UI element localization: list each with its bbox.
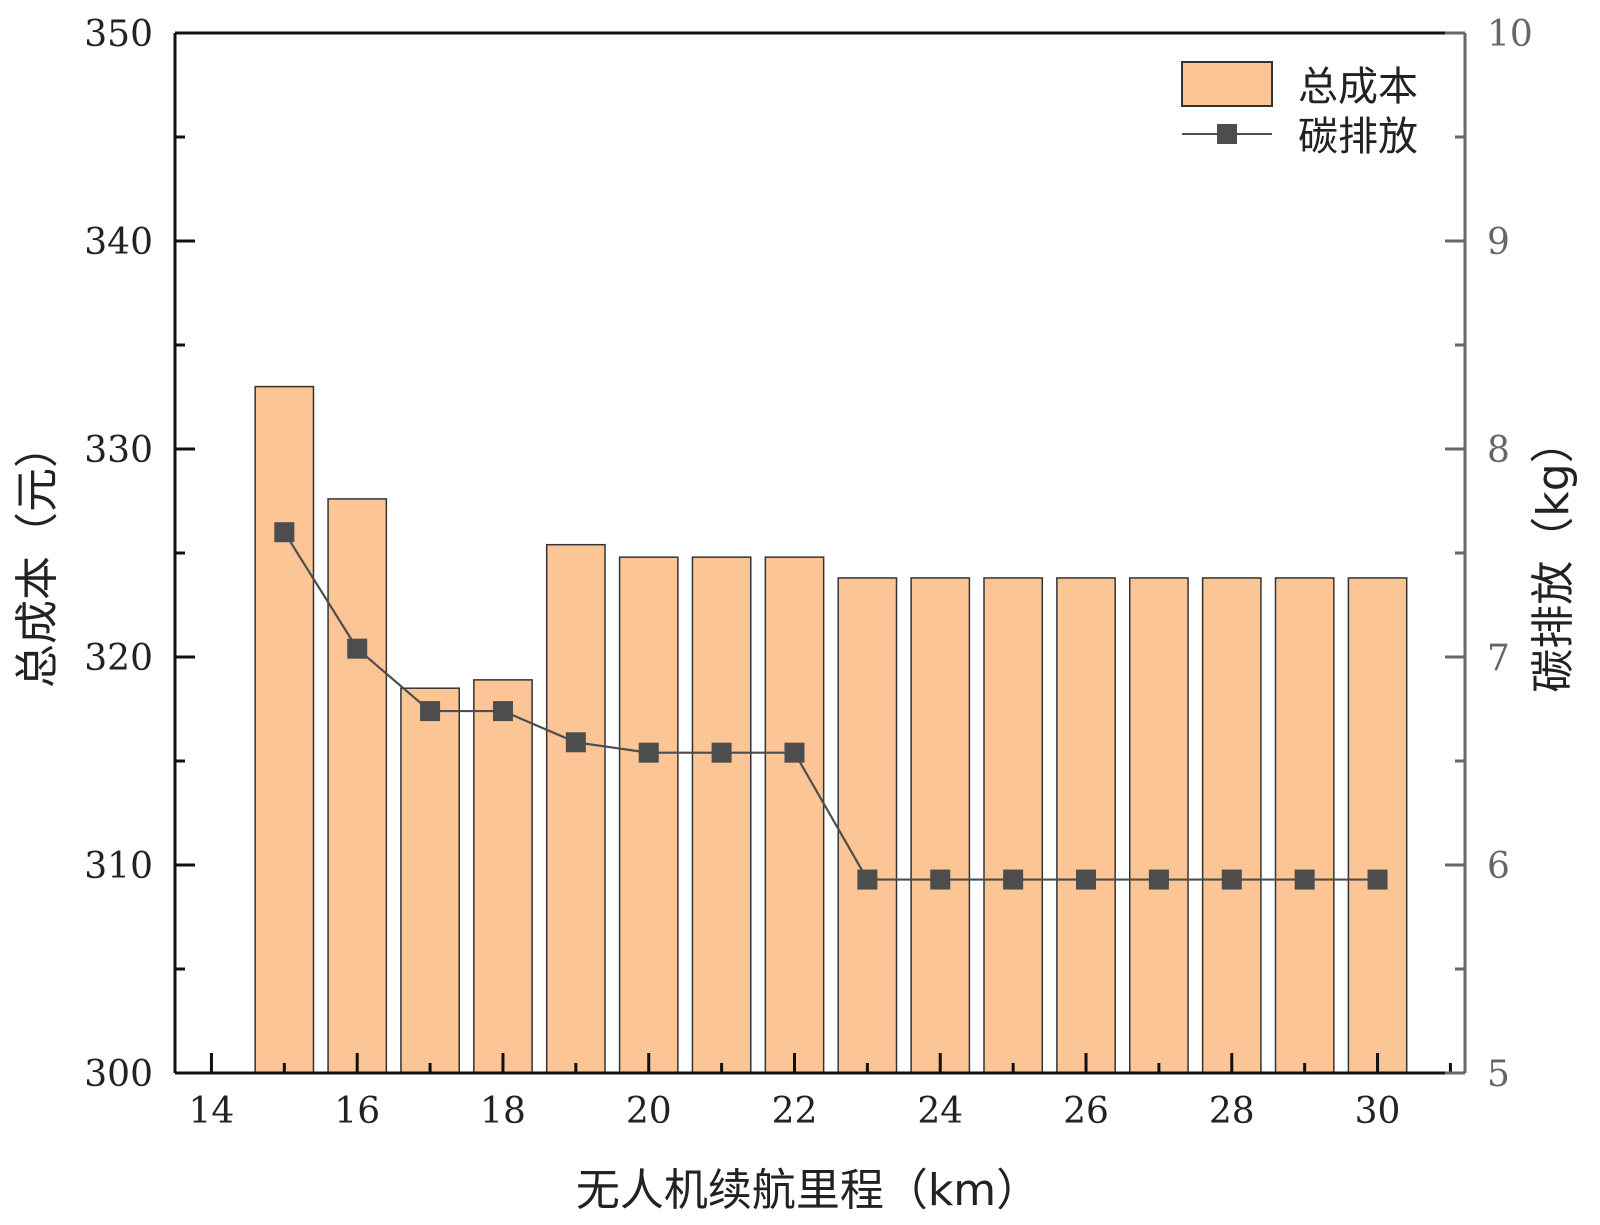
bar-total-cost xyxy=(1201,577,1262,1074)
bar-total-cost xyxy=(1128,577,1189,1074)
bar-series-total-cost xyxy=(254,385,1408,1074)
right-y-axis-title: 碳排放（kg） xyxy=(1528,419,1579,692)
bar-total-cost xyxy=(545,543,606,1074)
line-series-carbon-emission xyxy=(274,522,1388,890)
right-y-tick-label: 7 xyxy=(1487,638,1510,679)
left-y-tick-label: 300 xyxy=(84,1054,153,1095)
point-carbon-emission xyxy=(784,742,805,763)
point-carbon-emission xyxy=(492,701,513,722)
bar-total-cost xyxy=(400,687,460,1074)
point-carbon-emission xyxy=(1148,869,1169,890)
bar-total-cost xyxy=(254,385,315,1074)
point-carbon-emission xyxy=(347,638,368,659)
point-carbon-emission xyxy=(857,869,878,890)
left-y-tick-label: 340 xyxy=(84,222,153,263)
point-carbon-emission xyxy=(930,869,951,890)
right-y-tick-label: 9 xyxy=(1487,222,1510,263)
point-carbon-emission xyxy=(565,732,586,753)
x-tick-label: 16 xyxy=(334,1091,380,1132)
point-carbon-emission xyxy=(420,701,441,722)
left-y-tick-label: 310 xyxy=(84,846,153,887)
bar-total-cost xyxy=(1274,577,1335,1074)
point-carbon-emission xyxy=(638,742,659,763)
x-axis-title: 无人机续航里程（km） xyxy=(576,1165,1040,1216)
ticks: 14 16 18 20 22 24 26 28 30 300 310 320 330 340 350 5 6 7 8… xyxy=(84,14,1533,1132)
legend-bar-swatch xyxy=(1181,61,1273,107)
x-tick-label: 22 xyxy=(772,1091,818,1132)
point-carbon-emission xyxy=(1076,869,1097,890)
bar-total-cost xyxy=(910,577,971,1074)
x-tick-label: 26 xyxy=(1063,1091,1109,1132)
bar-total-cost xyxy=(618,556,679,1074)
bar-total-cost xyxy=(837,577,898,1074)
right-y-tick-label: 5 xyxy=(1487,1054,1510,1095)
legend: 总成本 碳排放 xyxy=(1181,61,1418,160)
left-y-tick-label: 320 xyxy=(84,638,153,679)
x-tick-label: 24 xyxy=(917,1091,963,1132)
point-carbon-emission xyxy=(274,522,295,543)
x-tick-label: 28 xyxy=(1209,1091,1255,1132)
x-tick-label: 20 xyxy=(626,1091,672,1132)
bar-total-cost xyxy=(1056,577,1116,1074)
point-carbon-emission xyxy=(711,742,732,763)
legend-square-marker xyxy=(1217,124,1237,144)
x-tick-label: 30 xyxy=(1355,1091,1401,1132)
x-tick-label: 14 xyxy=(189,1091,235,1132)
point-carbon-emission xyxy=(1294,869,1315,890)
point-carbon-emission xyxy=(1221,869,1242,890)
bar-total-cost xyxy=(983,577,1044,1074)
bar-total-cost xyxy=(764,556,825,1074)
left-y-axis-title: 总成本（元） xyxy=(12,424,63,688)
carbon-emission-line xyxy=(283,531,1378,881)
bar-total-cost xyxy=(473,679,533,1074)
right-y-tick-label: 6 xyxy=(1487,846,1510,887)
legend-label-total-cost: 总成本 xyxy=(1298,64,1418,110)
point-carbon-emission xyxy=(1367,869,1388,890)
right-y-tick-label: 10 xyxy=(1487,14,1533,55)
bar-total-cost xyxy=(1347,577,1408,1074)
point-carbon-emission xyxy=(1003,869,1024,890)
bar-total-cost xyxy=(327,498,388,1074)
x-tick-label: 18 xyxy=(480,1091,526,1132)
left-y-tick-label: 350 xyxy=(84,14,153,55)
left-y-tick-label: 330 xyxy=(84,430,153,471)
bar-total-cost xyxy=(691,556,752,1074)
legend-label-carbon-emission: 碳排放 xyxy=(1298,114,1418,160)
right-y-tick-label: 8 xyxy=(1487,430,1510,471)
